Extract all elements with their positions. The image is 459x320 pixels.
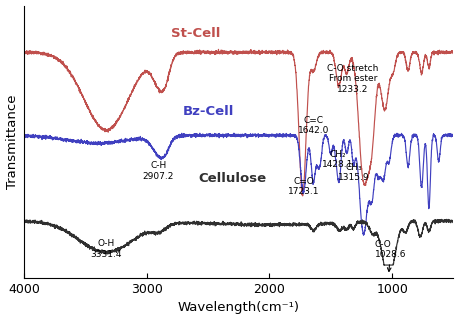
Text: C-O stretch
From ester
1233.2: C-O stretch From ester 1233.2 — [327, 64, 379, 94]
Text: Cellulose: Cellulose — [199, 172, 267, 185]
Text: C-O
1028.6: C-O 1028.6 — [375, 240, 406, 271]
Text: C=C
1642.0: C=C 1642.0 — [298, 116, 329, 135]
Y-axis label: Transmittance: Transmittance — [6, 94, 18, 189]
Text: C-H
2907.2: C-H 2907.2 — [142, 161, 174, 181]
Text: C=O
1723.1: C=O 1723.1 — [288, 177, 319, 196]
Text: St-Cell: St-Cell — [171, 27, 220, 40]
Text: CH₃
1315.9: CH₃ 1315.9 — [337, 163, 369, 182]
Text: O-H
3331.4: O-H 3331.4 — [90, 239, 122, 259]
X-axis label: Wavelength(cm⁻¹): Wavelength(cm⁻¹) — [178, 301, 300, 315]
Text: Bz-Cell: Bz-Cell — [182, 105, 234, 117]
Text: CH₂
1428.1: CH₂ 1428.1 — [323, 149, 354, 169]
